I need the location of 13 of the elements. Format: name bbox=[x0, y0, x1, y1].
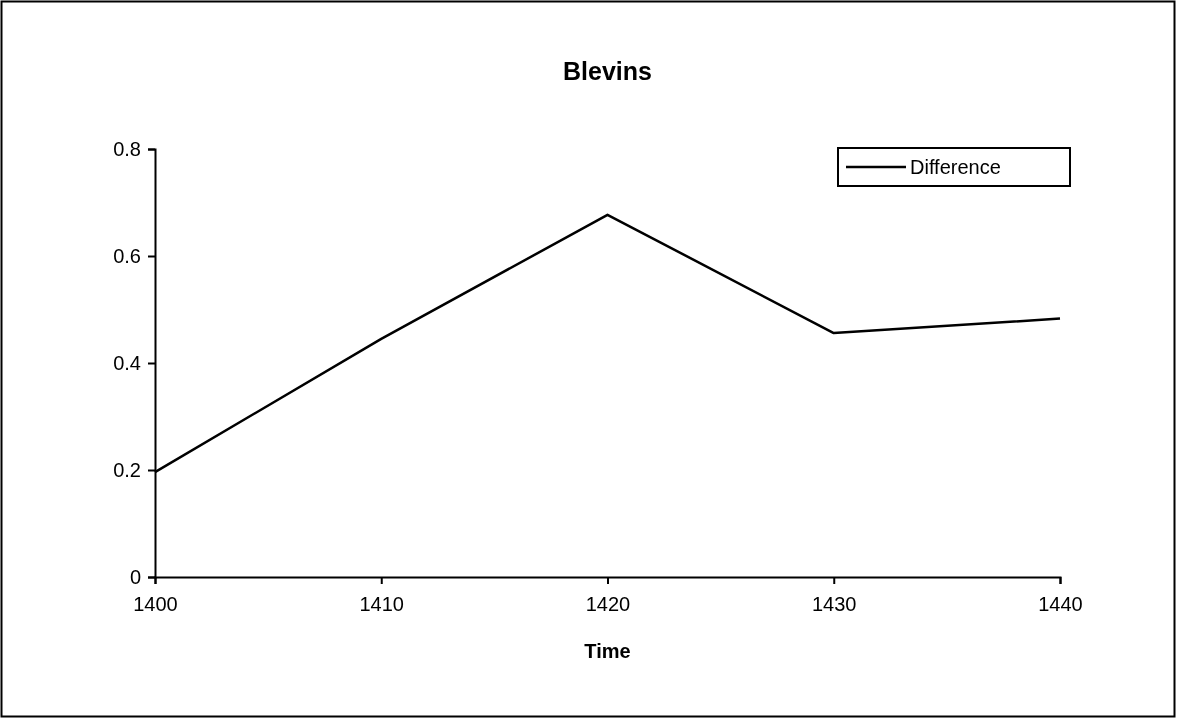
x-tick-label: 1420 bbox=[585, 593, 631, 615]
x-tick-label: 1440 bbox=[1038, 593, 1083, 615]
chart-title: Blevins bbox=[563, 57, 652, 85]
y-tick-label: 0.6 bbox=[113, 244, 141, 267]
legend-label: Difference bbox=[910, 156, 1001, 178]
x-tick-label: 1400 bbox=[133, 593, 178, 615]
x-tick-label: 1430 bbox=[812, 593, 857, 615]
y-tick-label: 0 bbox=[129, 565, 141, 588]
y-tick-label: 0.4 bbox=[113, 351, 141, 374]
x-axis-title: Time bbox=[584, 640, 631, 662]
x-tick-label: 1410 bbox=[359, 593, 404, 615]
y-tick-label: 0.2 bbox=[113, 458, 141, 481]
y-tick-label: 0.8 bbox=[113, 137, 141, 160]
